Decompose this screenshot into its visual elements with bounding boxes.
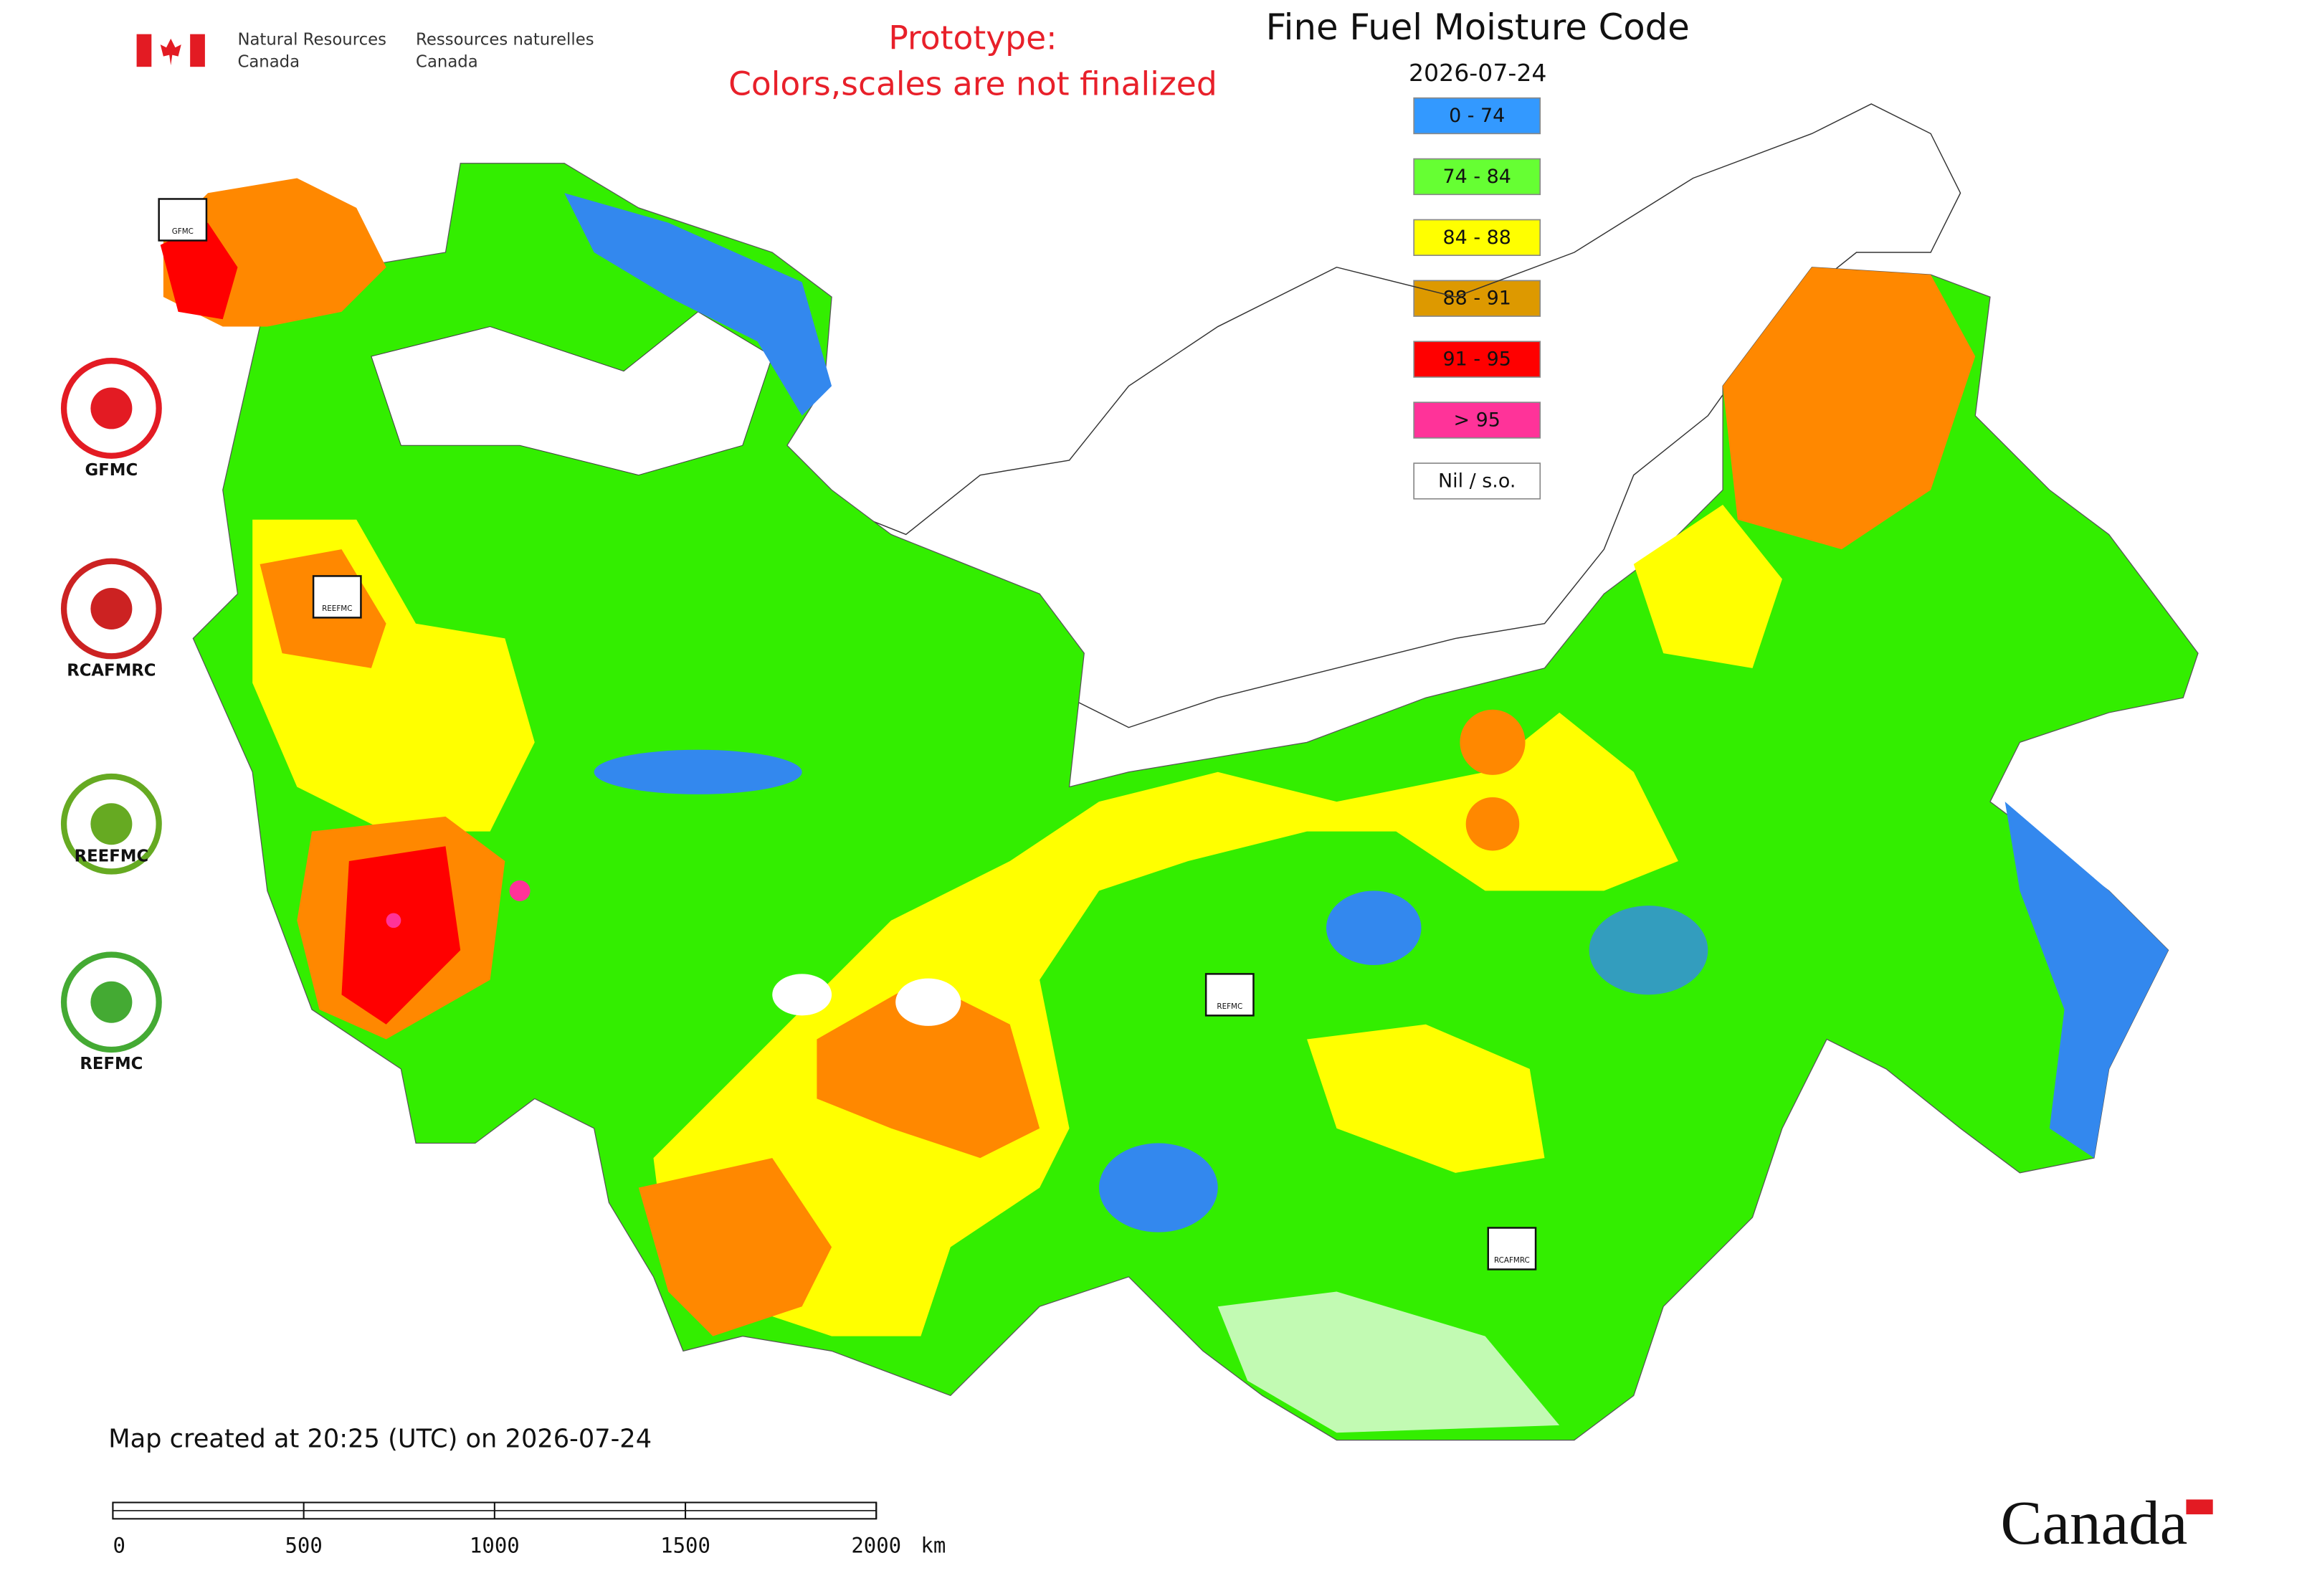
- agency-signature: Natural Resources Canada Ressources natu…: [136, 30, 594, 71]
- scale-label: 2000: [851, 1534, 901, 1558]
- logo-core: [90, 387, 133, 429]
- logo-core: [90, 587, 133, 630]
- scale-label: 0: [113, 1534, 125, 1558]
- fuel-zone: [1633, 505, 1782, 668]
- agency-fr: Canada: [416, 52, 478, 71]
- legend-swatch: [1413, 158, 1541, 196]
- scale-unit: km: [921, 1534, 946, 1558]
- marker-box: [158, 198, 208, 242]
- scale-label: 1000: [470, 1534, 520, 1558]
- legend-label: 0 - 74: [1449, 105, 1505, 127]
- agency-en: Canada: [237, 52, 300, 71]
- fuel-zone: [564, 193, 832, 416]
- legend-label: 74 - 84: [1443, 166, 1511, 188]
- notice: Colors,scales are not finalized: [728, 65, 1217, 103]
- fuel-zone: [1460, 709, 1526, 775]
- fuel-zone: [594, 749, 802, 794]
- fuel-zone: [386, 913, 401, 928]
- agency-fr: Ressources naturelles: [416, 30, 594, 49]
- wordmark-flag: [2186, 1499, 2213, 1515]
- fuel-zone: [1326, 890, 1422, 965]
- fuel-zone: [638, 1158, 832, 1336]
- legend-swatch: [1413, 280, 1541, 317]
- fuel-zone: [653, 712, 1678, 1336]
- agency-en: Natural Resources: [237, 30, 386, 49]
- legend-swatch: [1413, 341, 1541, 378]
- scale-bar: 0 500 1000 1500 2000 km: [112, 1501, 946, 1558]
- coastline: [831, 103, 1961, 728]
- fuel-zone: [1465, 797, 1520, 851]
- map-date: 2026-07-24: [1409, 59, 1547, 87]
- marker-label: REEFMC: [322, 604, 352, 613]
- fuel-zone: [509, 880, 531, 901]
- legend-label: 91 - 95: [1443, 348, 1511, 371]
- fuel-zone: [341, 846, 461, 1025]
- marker-label: REFMC: [1217, 1002, 1242, 1011]
- map-title: Fine Fuel Moisture Code: [1266, 6, 1690, 48]
- no-data: [1217, 1291, 1560, 1433]
- legend-label: 84 - 88: [1443, 227, 1511, 249]
- scale-label: 1500: [660, 1534, 710, 1558]
- notice: Prototype:: [888, 19, 1057, 57]
- scale-label: 500: [285, 1534, 322, 1558]
- fuel-zone: [2004, 802, 2169, 1159]
- map-markers: GFMC REEFMC REFMC RCAFMRC: [158, 198, 1537, 1270]
- legend-swatch: [1413, 97, 1541, 135]
- water-body: [371, 311, 773, 476]
- marker-box: [1487, 1227, 1537, 1270]
- logo-label: RCAFMRC: [67, 661, 156, 680]
- flag-bar: [136, 34, 152, 67]
- logo-core: [90, 803, 133, 845]
- legend-swatch: [1413, 402, 1541, 439]
- marker-box: [1204, 973, 1255, 1017]
- map: GFMC REEFMC REFMC RCAFMRC: [158, 103, 2199, 1441]
- fuel-zone: [160, 222, 238, 320]
- fuel-zone: [1723, 267, 1976, 550]
- no-data: [772, 974, 832, 1016]
- legend-swatch: [1413, 462, 1541, 500]
- creation-note: Map created at 20:25 (UTC) on 2026-07-24: [108, 1425, 652, 1454]
- no-data: [895, 978, 961, 1026]
- legend-label: > 95: [1454, 409, 1500, 432]
- partner-logos: GFMC RCAFMRC REEFMC REFMC: [60, 358, 162, 1073]
- marker-label: GFMC: [172, 227, 194, 236]
- logo-core: [90, 981, 133, 1023]
- fuel-zone: [1098, 1143, 1218, 1232]
- maple-leaf: [160, 38, 181, 66]
- logo-label: GFMC: [85, 461, 138, 480]
- legend: 0 - 74 74 - 84 84 - 88 88 - 91 91 - 95 > 95 Ni…: [1413, 97, 1541, 500]
- fuel-zone: [817, 979, 1040, 1159]
- legend-swatch: [1413, 219, 1541, 256]
- marker-box: [312, 575, 362, 619]
- logo-label: REEFMC: [75, 847, 149, 865]
- fuel-zone: [1589, 906, 1708, 995]
- canada-wordmark: Canada: [2001, 1488, 2188, 1557]
- legend-label: Nil / s.o.: [1438, 470, 1516, 492]
- logo-label: REFMC: [80, 1055, 143, 1073]
- legend-label: 88 - 91: [1443, 288, 1511, 310]
- flag-bar: [190, 34, 205, 67]
- marker-label: RCAFMRC: [1494, 1256, 1530, 1265]
- fuel-zone: [1307, 1024, 1545, 1173]
